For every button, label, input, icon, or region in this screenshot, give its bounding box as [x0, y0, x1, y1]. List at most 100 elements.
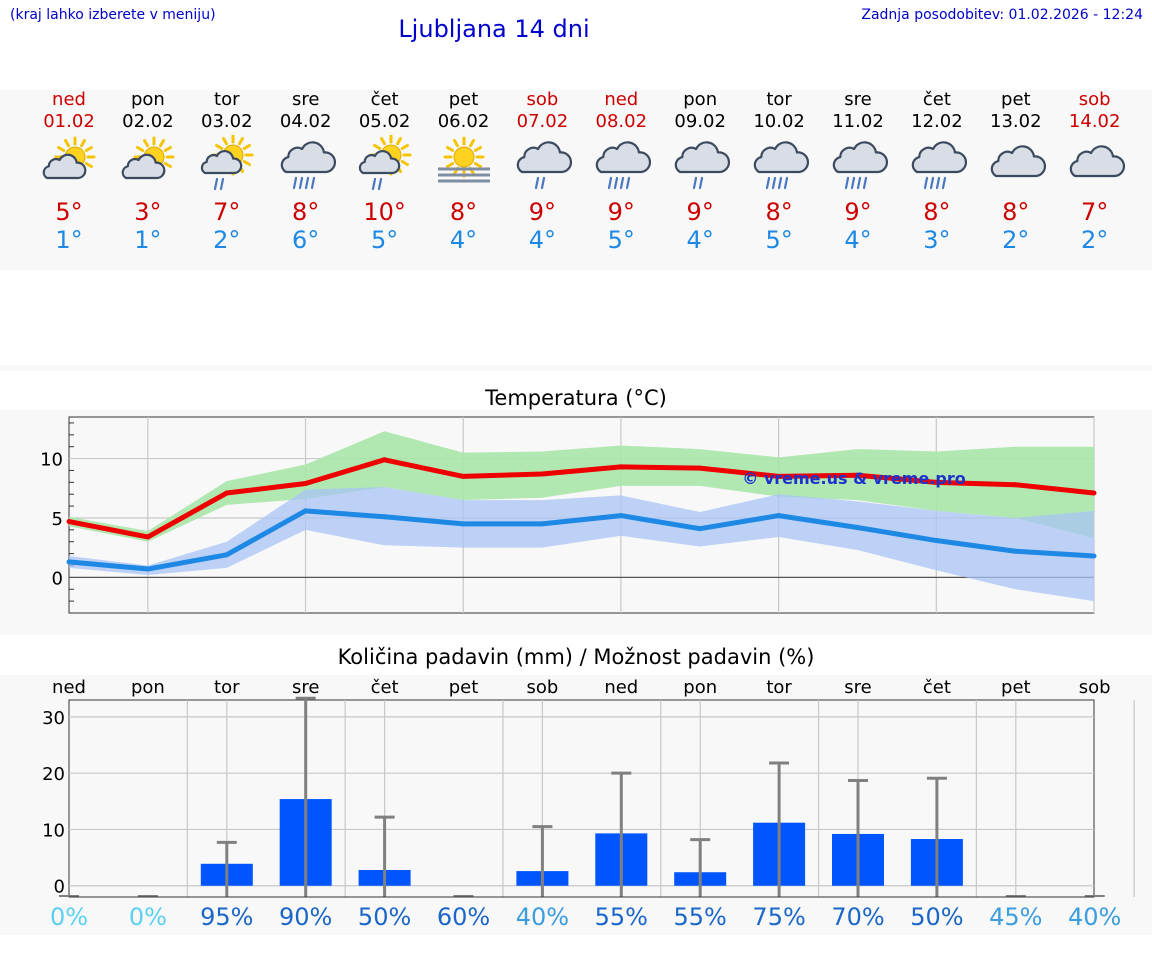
- light-rain-cloud-icon: [674, 141, 731, 190]
- rain-drop: [213, 177, 218, 191]
- sun-ray: [445, 162, 454, 168]
- rain-drop: [783, 176, 789, 190]
- icon-group: [596, 141, 652, 190]
- forecast-day-name: pet: [448, 89, 479, 110]
- rain-drop: [856, 176, 862, 190]
- partly-cloudy-icon: [121, 136, 175, 180]
- rain-drop: [844, 176, 850, 190]
- precipitation-probability: 45%: [989, 903, 1043, 931]
- cloud-shape: [121, 153, 166, 180]
- sun-ray: [473, 146, 482, 152]
- icon-group: [674, 141, 731, 190]
- sun-ray: [379, 137, 386, 146]
- cloud-shape: [753, 141, 810, 174]
- sun-ray: [214, 144, 224, 150]
- forecast-max-temp: 7°: [213, 198, 241, 226]
- precipitation-probability: 90%: [279, 903, 333, 931]
- forecast-date: 11.02: [832, 111, 884, 132]
- forecast-max-temp: 9°: [607, 198, 635, 226]
- precipitation-probability: 55%: [673, 903, 727, 931]
- rain-drop: [941, 176, 946, 190]
- forecast-max-temp: 9°: [686, 198, 714, 226]
- rain-drop: [541, 176, 546, 190]
- forecast-day-name: ned: [604, 89, 639, 110]
- rain-drop: [862, 176, 868, 190]
- forecast-day-name: pon: [130, 89, 165, 110]
- forecast-date: 03.02: [201, 111, 253, 132]
- forecast-date: 06.02: [437, 111, 490, 132]
- cloud-shape: [358, 150, 400, 175]
- sun-ray: [135, 146, 145, 152]
- rain-cloud-icon: [280, 141, 336, 190]
- icon-group: [121, 136, 175, 180]
- sun-cloud-rain-icon: [200, 135, 254, 191]
- precipitation-probability: 95%: [200, 903, 254, 931]
- rain-drop: [923, 176, 928, 190]
- forecast-date: 12.02: [911, 111, 963, 132]
- forecast-day-name: pon: [683, 89, 718, 110]
- forecast-min-temp: 4°: [844, 226, 872, 254]
- cloud-shape: [200, 150, 243, 175]
- separator-band: [0, 365, 1152, 371]
- rain-drop: [935, 176, 940, 190]
- icon-group: [42, 136, 96, 180]
- forecast-date: 13.02: [990, 111, 1042, 132]
- forecast-min-temp: 2°: [1081, 226, 1109, 254]
- temperature-chart-title: Temperatura (°C): [485, 386, 667, 410]
- rain-cloud-icon: [753, 141, 810, 190]
- forecast-min-temp: 6°: [292, 226, 320, 254]
- icon-group: [358, 135, 412, 191]
- forecast-date: 05.02: [358, 111, 411, 132]
- cloud-shape: [280, 141, 336, 174]
- rain-drop: [620, 176, 625, 190]
- sun-ray: [242, 160, 251, 166]
- forecast-date: 01.02: [43, 111, 95, 132]
- forecast-min-temp: 2°: [1002, 226, 1030, 254]
- rain-drop: [310, 176, 315, 190]
- sun-ray: [395, 137, 402, 146]
- cloud-shape: [1069, 145, 1125, 178]
- precipitation-probability: 75%: [752, 903, 806, 931]
- forecast-min-temp: 1°: [134, 226, 162, 254]
- forecast-max-temp: 9°: [528, 198, 557, 226]
- location-hint[interactable]: (kraj lahko izberete v meniju): [10, 7, 216, 23]
- forecast-day-name: sre: [844, 89, 872, 110]
- rain-drop: [929, 176, 934, 190]
- forecast-strip-background: [0, 90, 1152, 270]
- icon-group: [911, 141, 967, 190]
- rain-drop: [626, 176, 631, 190]
- sun-ray: [158, 139, 165, 148]
- forecast-min-temp: 4°: [528, 226, 557, 254]
- rain-drop: [292, 176, 297, 190]
- forecast-day-name: sob: [526, 89, 559, 110]
- forecast-max-temp: 7°: [1081, 198, 1109, 226]
- forecast-min-temp: 1°: [55, 226, 83, 254]
- sun-ray: [142, 139, 149, 148]
- forecast-max-temp: 8°: [449, 198, 478, 226]
- precipitation-probability: 55%: [594, 903, 648, 931]
- sun-ray: [221, 137, 228, 146]
- forecast-day-name: pet: [1001, 89, 1031, 110]
- forecast-date: 09.02: [674, 111, 726, 132]
- sun-ray: [400, 160, 409, 166]
- sun-ray: [84, 146, 93, 152]
- forecast-day-name: čet: [370, 89, 399, 110]
- sun-ray: [80, 139, 86, 148]
- forecast-day-name: čet: [922, 89, 951, 110]
- rain-drop: [693, 176, 698, 190]
- rain-cloud-icon: [832, 141, 888, 190]
- forecast-max-temp: 9°: [844, 198, 872, 226]
- light-rain-cloud-icon: [517, 141, 573, 190]
- precipitation-probability: 70%: [831, 903, 885, 931]
- forecast-day-name: sob: [1078, 89, 1111, 110]
- cloud-shape: [42, 153, 87, 180]
- precipitation-probability: 40%: [1068, 903, 1122, 931]
- sun-ray: [445, 146, 454, 152]
- forecast-max-temp: 5°: [55, 198, 83, 226]
- icon-group: [1069, 145, 1125, 178]
- forecast-day-name: sre: [291, 89, 320, 110]
- precipitation-probability: 0%: [128, 903, 167, 931]
- rain-drop: [765, 176, 771, 190]
- cloudy-icon: [1069, 145, 1125, 178]
- forecast-date: 08.02: [595, 111, 648, 132]
